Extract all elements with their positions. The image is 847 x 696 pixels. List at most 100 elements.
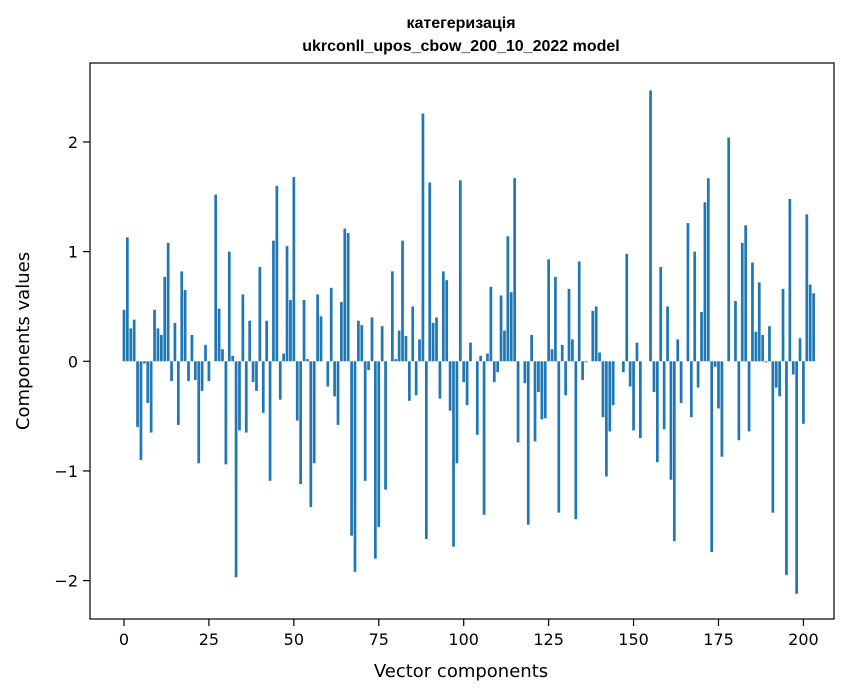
bar <box>207 361 211 382</box>
bar <box>496 361 500 373</box>
bar <box>340 302 343 362</box>
bar <box>357 320 360 362</box>
bar <box>635 342 639 362</box>
bar <box>431 322 435 362</box>
bar <box>176 361 180 425</box>
bar <box>605 361 608 477</box>
bar <box>139 361 143 460</box>
x-axis-label: Vector components <box>374 661 548 682</box>
bar <box>666 306 669 362</box>
bar <box>445 280 449 362</box>
bar <box>720 361 724 457</box>
bar <box>146 361 150 403</box>
bar <box>506 236 510 362</box>
bar <box>594 306 598 362</box>
bar <box>734 300 737 362</box>
bar <box>217 308 221 362</box>
y-tick-label: −1 <box>54 462 78 481</box>
bar <box>251 361 255 383</box>
bar <box>622 361 625 373</box>
bar <box>537 361 540 392</box>
bar <box>350 361 353 536</box>
bar <box>652 361 656 392</box>
bar <box>700 311 703 362</box>
bar <box>329 287 333 362</box>
bar <box>282 353 285 362</box>
bar <box>479 355 483 362</box>
bar <box>710 361 714 553</box>
bar <box>591 310 595 362</box>
bar <box>441 271 445 362</box>
bar <box>275 185 279 362</box>
bar <box>333 361 336 397</box>
bars-group <box>122 90 815 594</box>
bar <box>244 361 248 433</box>
bar <box>173 322 177 362</box>
bar <box>285 246 289 362</box>
bar <box>214 194 218 362</box>
bar <box>343 228 347 362</box>
bar <box>149 361 153 433</box>
bar <box>170 361 173 382</box>
bar <box>326 361 330 387</box>
bar <box>200 361 204 391</box>
x-tick-label: 150 <box>618 630 649 649</box>
bar <box>224 361 228 465</box>
bar <box>530 334 533 362</box>
bar <box>166 242 170 362</box>
bar <box>227 251 231 362</box>
x-tick-label: 0 <box>119 630 129 649</box>
bar <box>639 361 642 439</box>
bar <box>499 295 503 362</box>
bar <box>231 355 235 362</box>
bar <box>540 361 544 420</box>
x-tick-label: 50 <box>284 630 304 649</box>
bar <box>676 339 680 362</box>
bar <box>370 317 374 362</box>
bar <box>469 342 472 362</box>
bar <box>455 361 459 464</box>
bar <box>717 361 720 409</box>
bar <box>261 361 265 413</box>
bar <box>397 330 401 362</box>
bar <box>526 361 530 525</box>
bar <box>795 361 798 594</box>
bar <box>764 361 768 363</box>
bar <box>547 259 550 362</box>
bar <box>418 339 421 362</box>
bar <box>248 320 252 362</box>
bar <box>421 113 425 362</box>
bar <box>503 330 506 362</box>
bar <box>611 361 615 406</box>
y-axis-ticks: −2 −1 0 1 2 <box>54 133 90 591</box>
bar <box>258 266 262 362</box>
bar <box>363 361 367 481</box>
bar <box>197 361 201 464</box>
y-tick-label: −2 <box>54 572 78 591</box>
bar <box>737 361 741 441</box>
bar <box>489 286 493 362</box>
bar <box>744 225 748 362</box>
bar <box>761 334 765 362</box>
bar <box>401 240 404 362</box>
bar <box>411 306 415 362</box>
bar <box>159 334 163 362</box>
bar <box>808 284 812 362</box>
x-tick-label: 175 <box>703 630 734 649</box>
bar <box>757 282 761 362</box>
bar <box>289 299 292 362</box>
bar <box>727 137 731 362</box>
bar <box>384 361 387 490</box>
bar <box>768 326 771 362</box>
bar <box>272 240 275 362</box>
bar <box>435 317 438 362</box>
bar <box>292 177 296 362</box>
bar <box>523 361 527 384</box>
bar <box>628 361 632 387</box>
bar <box>554 276 557 362</box>
x-tick-label: 200 <box>788 630 819 649</box>
bar <box>234 361 238 578</box>
bar <box>414 361 418 396</box>
bar <box>706 178 710 362</box>
bar <box>353 361 357 572</box>
